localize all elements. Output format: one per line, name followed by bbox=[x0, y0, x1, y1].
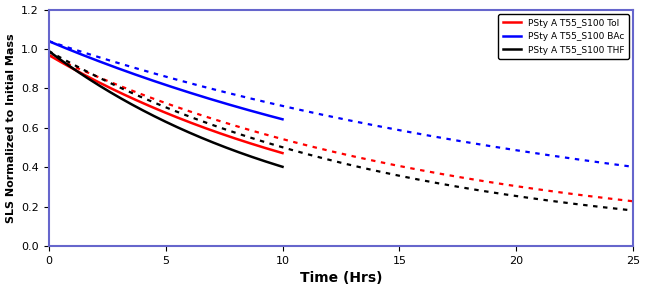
Y-axis label: SLS Normalized to Initial Mass: SLS Normalized to Initial Mass bbox=[6, 33, 16, 223]
X-axis label: Time (Hrs): Time (Hrs) bbox=[300, 272, 382, 285]
Legend: PSty A T55_S100 Tol, PSty A T55_S100 BAc, PSty A T55_S100 THF: PSty A T55_S100 Tol, PSty A T55_S100 BAc… bbox=[498, 14, 629, 59]
